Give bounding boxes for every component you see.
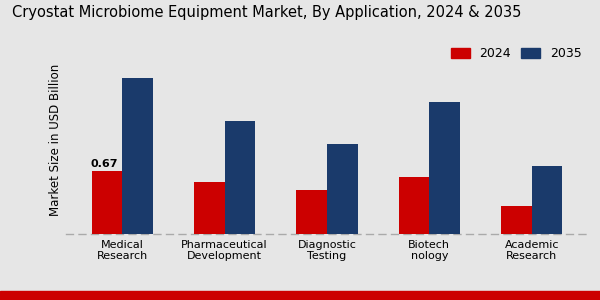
Bar [327,144,358,234]
Legend: 2024, 2035: 2024, 2035 [451,47,582,61]
Bar [122,78,153,234]
Bar [224,121,256,234]
Text: Cryostat Microbiome Equipment Market, By Application, 2024 & 2035: Cryostat Microbiome Equipment Market, By… [12,4,521,20]
Y-axis label: Market Size in USD Billion: Market Size in USD Billion [49,63,62,216]
Text: 0.67: 0.67 [90,159,118,169]
Bar [296,190,327,234]
Bar [194,182,224,234]
Bar [398,177,430,234]
Bar [501,206,532,234]
Bar [532,166,562,234]
Bar [430,102,460,234]
Bar [92,171,122,234]
